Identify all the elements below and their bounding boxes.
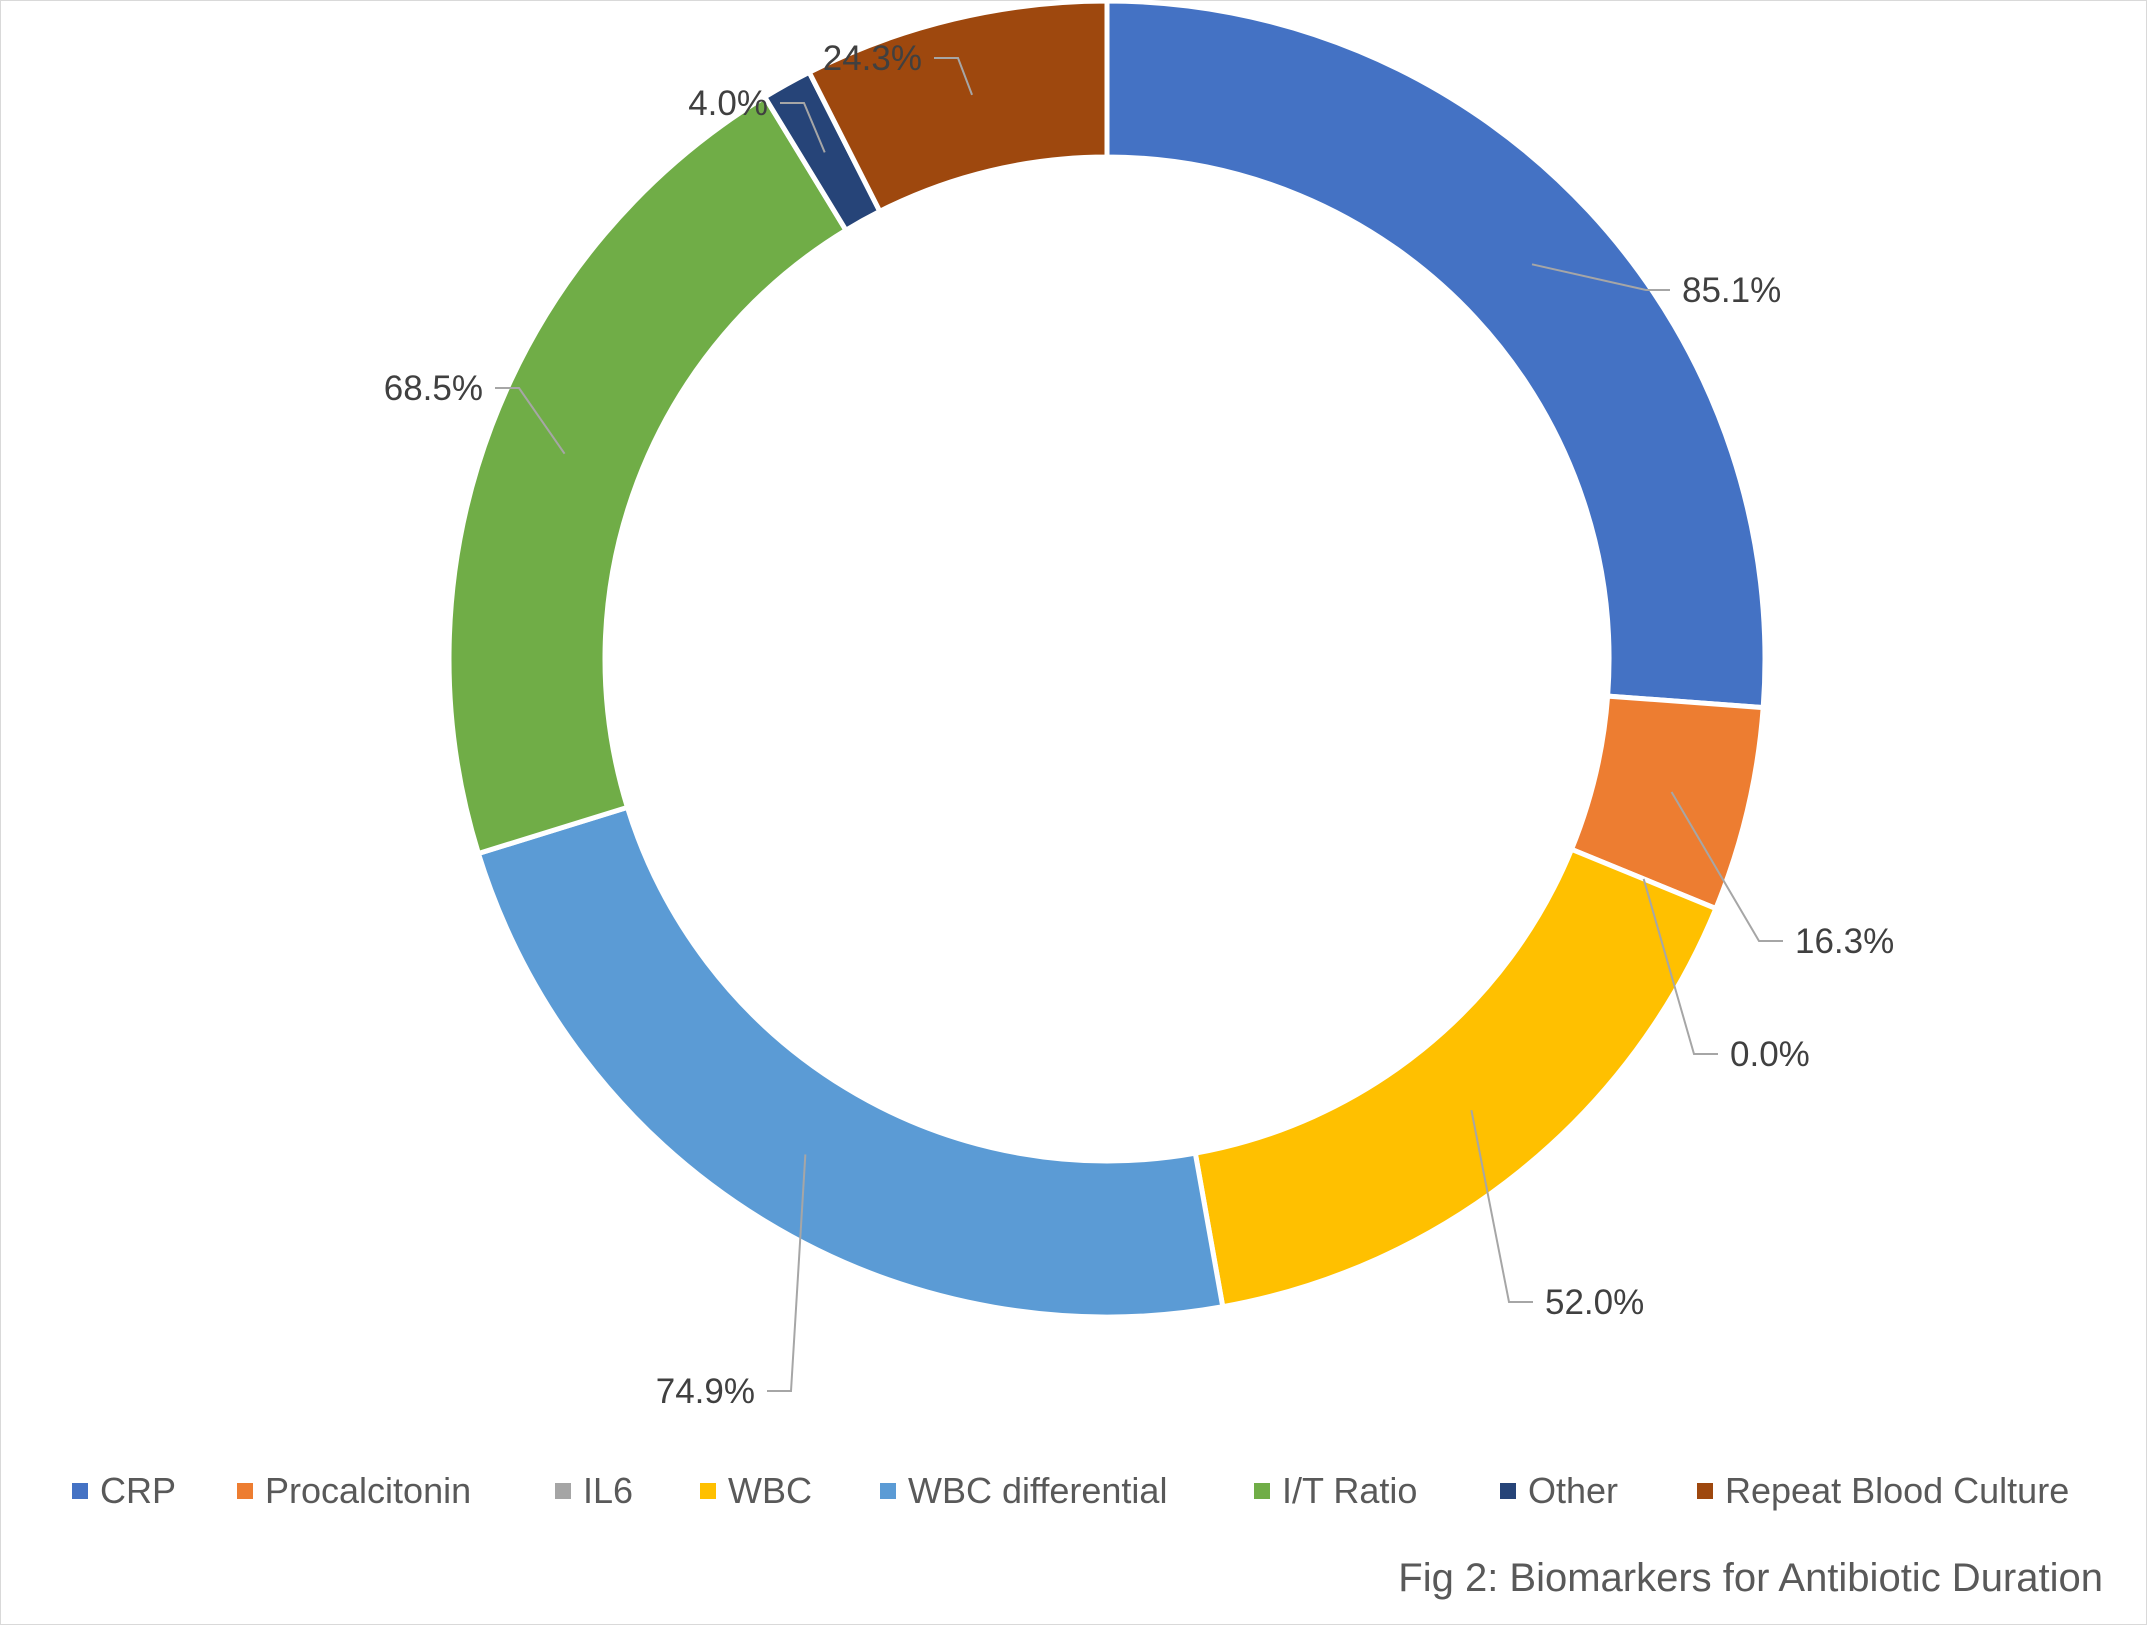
legend: CRP Procalcitonin IL6 WBC WBC differential I/… [0,1463,2147,1519]
legend-item-crp: CRP [72,1463,176,1519]
legend-label: WBC differential [908,1470,1168,1511]
leader-i-t-ratio [495,387,566,455]
leader-il6 [1642,878,1718,1055]
legend-label: Repeat Blood Culture [1725,1470,2070,1511]
data-label-il6: 0.0% [1730,1035,1810,1074]
legend-item-i-t-ratio: I/T Ratio [1254,1463,1417,1519]
legend-label: CRP [100,1470,177,1511]
legend-swatch [237,1483,253,1499]
legend-item-wbc-differential: WBC differential [880,1463,1167,1519]
data-labels: 85.1% 16.3% 0.0% 52.0% 74.9% 68.5% 4.0% 24.3% [384,39,1895,1411]
slices [446,0,1768,1320]
leader-procalcitonin [1670,791,1783,942]
legend-item-other: Other [1500,1463,1618,1519]
legend-label: Other [1528,1470,1619,1511]
legend-item-repeat-blood-culture: Repeat Blood Culture [1697,1463,2069,1519]
slice-repeat-blood-culture [805,0,1110,215]
data-label-repeat-blood-culture: 24.3% [823,39,922,78]
slice-i-t-ratio [446,93,850,857]
data-label-wbc: 52.0% [1545,1283,1644,1322]
leader-wbc-differential [767,1154,807,1392]
chart-caption: Fig 2: Biomarkers for Antibiotic Duratio… [1398,1556,2103,1600]
leader-other [780,102,826,153]
data-label-wbc-differential: 74.9% [656,1372,755,1411]
legend-label: IL6 [583,1470,634,1511]
legend-swatch [1697,1483,1713,1499]
legend-label: I/T Ratio [1282,1470,1418,1511]
data-label-other: 4.0% [688,84,768,123]
legend-item-il6: IL6 [555,1463,633,1519]
leader-wbc [1470,1110,1533,1303]
legend-swatch [1254,1483,1270,1499]
slice-wbc [1192,846,1720,1310]
slice-crp [1104,0,1768,711]
slice-wbc-differential [475,804,1226,1320]
legend-swatch [555,1483,571,1499]
legend-item-wbc: WBC [700,1463,812,1519]
data-label-procalcitonin: 16.3% [1795,922,1894,961]
legend-swatch [700,1483,716,1499]
legend-label: Procalcitonin [265,1470,472,1511]
legend-swatch [1500,1483,1516,1499]
data-label-i-t-ratio: 68.5% [384,369,483,408]
legend-swatch [72,1483,88,1499]
leader-crp [1531,263,1670,291]
data-label-crp: 85.1% [1682,271,1781,310]
legend-item-procalcitonin: Procalcitonin [237,1463,471,1519]
leader-repeat-blood-culture [934,57,973,96]
leader-lines [495,57,1783,1392]
legend-swatch [880,1483,896,1499]
legend-label: WBC [728,1470,812,1511]
